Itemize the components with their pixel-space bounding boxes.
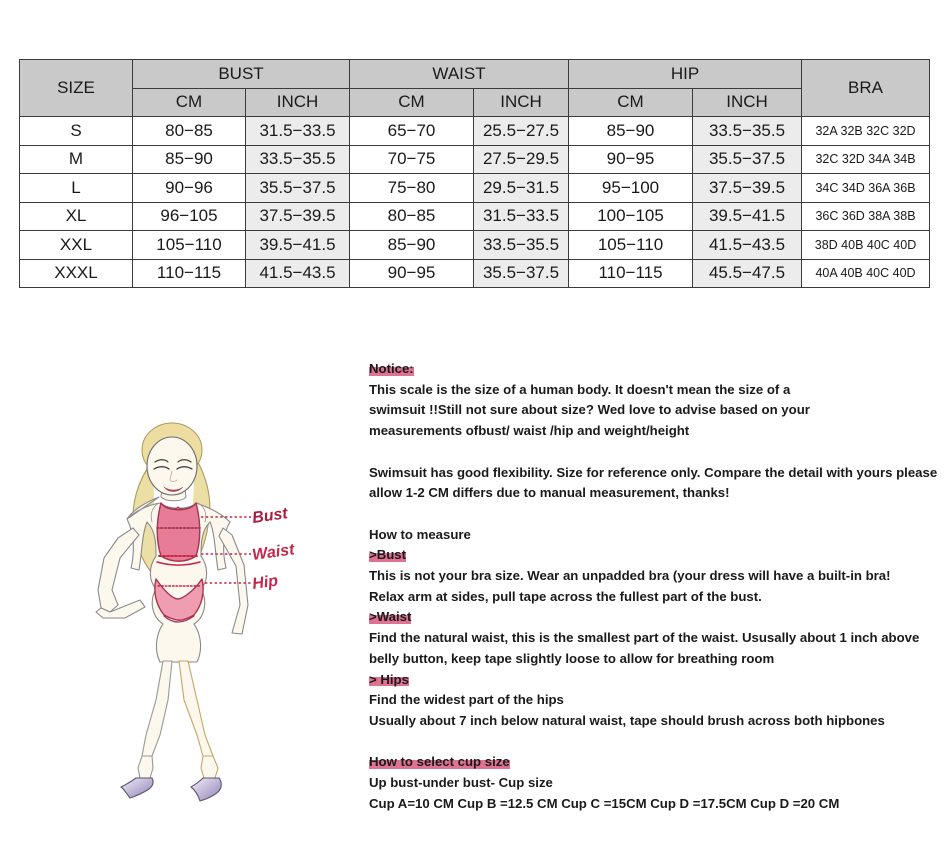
svg-text:Waist: Waist bbox=[251, 541, 296, 564]
svg-text:Hip: Hip bbox=[251, 573, 279, 593]
svg-text:Bust: Bust bbox=[251, 505, 289, 527]
